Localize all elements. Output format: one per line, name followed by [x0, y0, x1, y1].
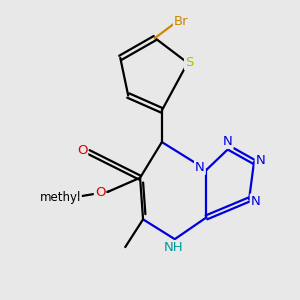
Text: NH: NH	[164, 241, 183, 254]
Text: O: O	[95, 186, 105, 199]
Text: S: S	[185, 56, 193, 69]
Text: methyl_fix: methyl_fix	[73, 196, 80, 198]
Text: N: N	[195, 161, 205, 174]
Text: methyl: methyl	[66, 197, 71, 198]
Text: methyl: methyl	[70, 196, 75, 198]
Text: N: N	[223, 135, 232, 148]
Text: N: N	[256, 154, 266, 167]
Text: methyl: methyl	[40, 191, 81, 204]
Text: Br: Br	[174, 15, 189, 28]
Text: methyl: methyl	[61, 197, 66, 198]
Text: methyl: methyl	[56, 195, 60, 197]
Text: N: N	[251, 194, 260, 208]
Text: O: O	[77, 144, 87, 157]
